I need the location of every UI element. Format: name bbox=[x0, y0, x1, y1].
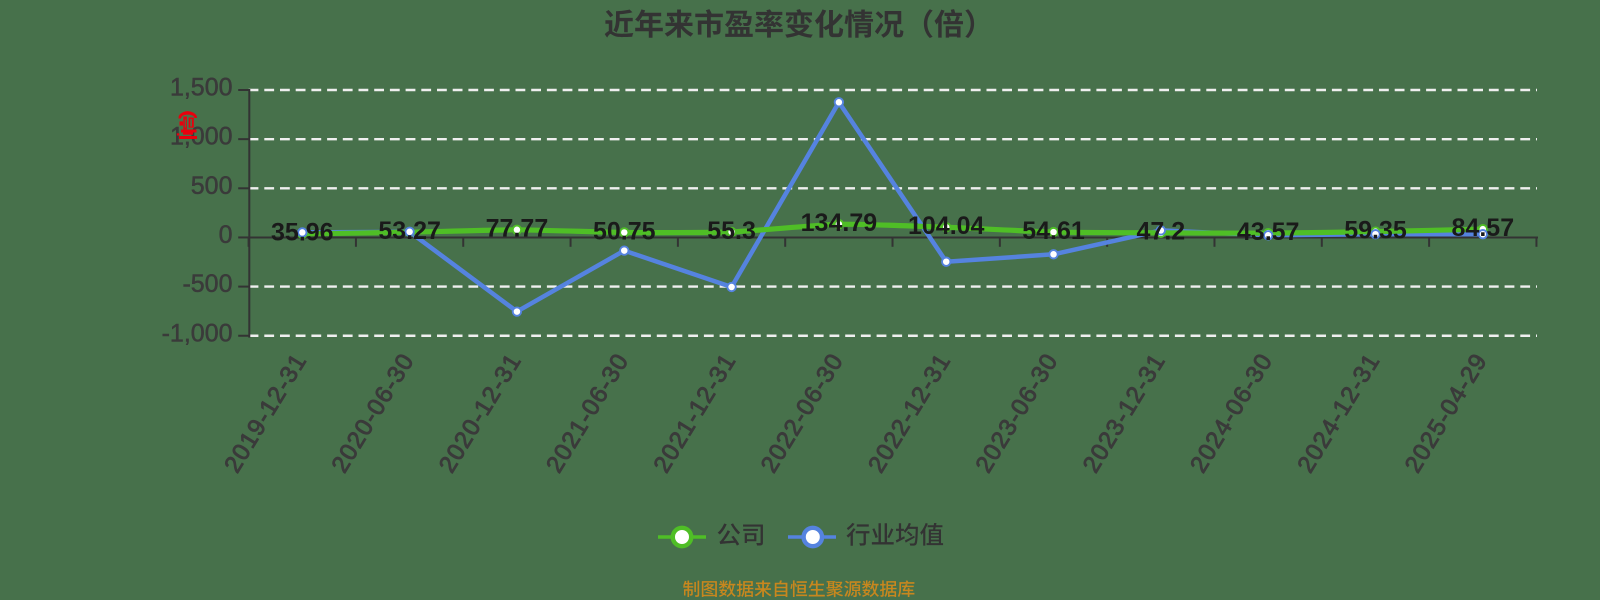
svg-text:-1,000: -1,000 bbox=[162, 319, 233, 347]
svg-text:0: 0 bbox=[219, 221, 233, 249]
svg-text:104.04: 104.04 bbox=[908, 212, 985, 240]
svg-text:84.57: 84.57 bbox=[1452, 214, 1515, 242]
svg-text:55.3: 55.3 bbox=[707, 217, 756, 245]
svg-text:50.75: 50.75 bbox=[593, 217, 656, 245]
svg-text:1,500: 1,500 bbox=[170, 74, 233, 102]
svg-text:53.27: 53.27 bbox=[378, 217, 441, 245]
svg-text:1,000: 1,000 bbox=[170, 123, 233, 151]
svg-text:54.61: 54.61 bbox=[1022, 217, 1085, 245]
svg-text:35.96: 35.96 bbox=[271, 219, 334, 247]
svg-text:134.79: 134.79 bbox=[801, 209, 877, 237]
svg-text:-500: -500 bbox=[182, 270, 232, 298]
svg-text:47.2: 47.2 bbox=[1137, 218, 1186, 246]
svg-text:43.57: 43.57 bbox=[1237, 218, 1300, 246]
svg-text:59.35: 59.35 bbox=[1344, 216, 1407, 244]
svg-text:77.77: 77.77 bbox=[486, 215, 549, 243]
svg-text:500: 500 bbox=[191, 172, 233, 200]
